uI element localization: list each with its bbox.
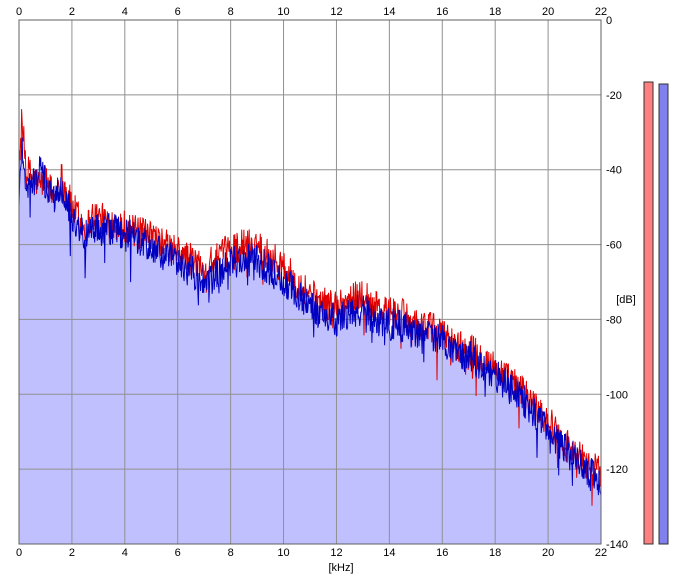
x-tick-labels-top: 0 2 4 6 8 10 12 14 16 18 20 22 — [16, 6, 607, 18]
level-meter-bar — [643, 81, 654, 545]
x-tick-label: 12 — [330, 6, 342, 18]
x-tick-label: 20 — [542, 6, 554, 18]
x-tick-label: 6 — [175, 6, 181, 18]
x-tick-label: 16 — [436, 6, 448, 18]
y-tick-label: -120 — [606, 464, 628, 476]
y-tick-labels: 0 -20 -40 -60 -80 -100 -120 -140 — [606, 15, 628, 551]
plot-border — [18, 19, 602, 545]
x-tick-label: 6 — [175, 547, 181, 559]
x-tick-labels-bottom: 0 2 4 6 8 10 12 14 16 18 20 22 — [16, 547, 607, 559]
x-tick-label: 14 — [383, 6, 395, 18]
x-tick-label: 2 — [69, 6, 75, 18]
series-lines — [18, 109, 602, 506]
x-tick-label: 4 — [122, 6, 128, 18]
x-tick-label: 18 — [489, 547, 501, 559]
x-tick-label: 14 — [383, 547, 395, 559]
y-tick-label: -60 — [606, 240, 622, 252]
x-tick-label: 4 — [122, 547, 128, 559]
x-axis-label: [kHz] — [328, 562, 353, 574]
x-tick-label: 12 — [330, 547, 342, 559]
x-tick-label: 2 — [69, 547, 75, 559]
x-tick-label: 8 — [228, 6, 234, 18]
x-tick-label: 10 — [277, 6, 289, 18]
x-tick-label: 0 — [16, 547, 22, 559]
x-tick-label: 22 — [595, 547, 607, 559]
x-tick-label: 0 — [16, 6, 22, 18]
series-line-red — [18, 109, 602, 506]
level-meter-bar — [658, 83, 669, 545]
y-tick-label: -20 — [606, 90, 622, 102]
y-tick-label: -100 — [606, 389, 628, 401]
x-tick-label: 10 — [277, 547, 289, 559]
x-tick-label: 18 — [489, 6, 501, 18]
spectrum-fill-area — [19, 137, 601, 544]
series-line-blue — [18, 137, 602, 496]
x-tick-label: 16 — [436, 547, 448, 559]
y-tick-label: -40 — [606, 165, 622, 177]
y-tick-label: -80 — [606, 314, 622, 326]
y-axis-label: [dB] — [616, 294, 636, 306]
grid-lines — [18, 19, 602, 545]
y-tick-label: 0 — [606, 15, 612, 27]
level-meters — [643, 81, 669, 545]
x-tick-label: 20 — [542, 547, 554, 559]
x-tick-label: 8 — [228, 547, 234, 559]
x-tick-label: 22 — [595, 6, 607, 18]
y-tick-label: -140 — [606, 539, 628, 551]
